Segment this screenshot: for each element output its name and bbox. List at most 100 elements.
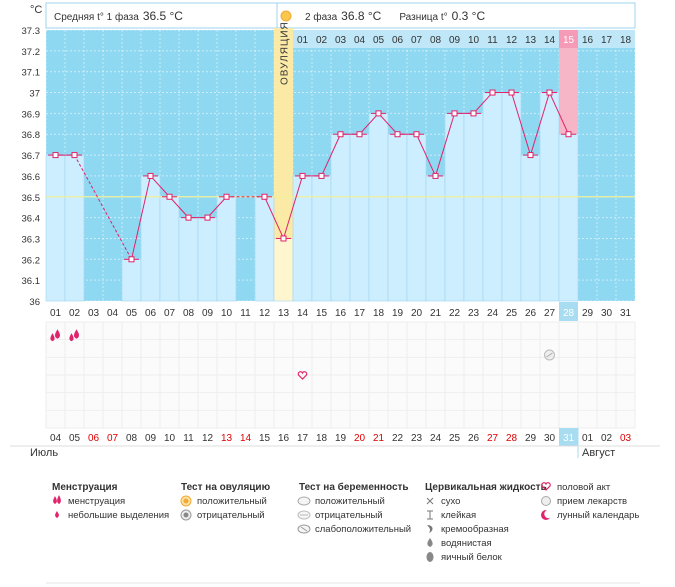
phase2-day-label: 07 — [411, 35, 423, 46]
line-segment — [321, 134, 341, 177]
temperature-bar — [368, 113, 389, 302]
x-tick-label: 12 — [259, 308, 271, 319]
temperature-bar — [520, 154, 541, 302]
temperature-bar — [197, 217, 218, 302]
x-tick-label: 25 — [506, 308, 518, 319]
legend-label: положительный — [315, 496, 385, 507]
temperature-point[interactable] — [52, 152, 59, 159]
line-segment — [549, 92, 569, 135]
date-label: 16 — [278, 433, 290, 444]
date-label: 24 — [430, 433, 442, 444]
temperature-point[interactable] — [546, 89, 553, 96]
temperature-point[interactable] — [394, 131, 401, 138]
temperature-point[interactable] — [318, 172, 325, 179]
legend-title: Тест на овуляцию — [181, 482, 271, 493]
temperature-point[interactable] — [375, 110, 382, 117]
date-label: 01 — [582, 433, 594, 444]
legend-title: Цервикальная жидкость — [425, 482, 547, 493]
x-tick-label: 01 — [50, 308, 62, 319]
date-label: 06 — [88, 433, 100, 444]
temperature-point[interactable] — [185, 214, 192, 221]
temperature-bar — [463, 113, 484, 302]
x-tick-label: 20 — [411, 308, 423, 319]
legend-label: кремообразная — [441, 524, 509, 535]
temperature-point[interactable] — [71, 152, 78, 159]
x-tick-label: 04 — [107, 308, 119, 319]
temperature-bar — [292, 175, 313, 302]
temperature-point[interactable] — [451, 110, 458, 117]
date-label: 02 — [601, 433, 613, 444]
line — [300, 526, 308, 532]
phase2-day-label: 02 — [316, 35, 328, 46]
x-tick-label: 13 — [278, 308, 290, 319]
temperature-point[interactable] — [128, 256, 135, 263]
legend-title: Менструация — [52, 482, 118, 493]
phase2-day-label: 14 — [544, 35, 556, 46]
temperature-point[interactable] — [147, 172, 154, 179]
temperature-point[interactable] — [261, 193, 268, 200]
negative-pregnancy-icon — [297, 510, 311, 520]
phase2-day-label: 04 — [354, 35, 366, 46]
date-label: 26 — [468, 433, 480, 444]
temperature-bar — [216, 196, 237, 302]
phase2-day-label: 13 — [525, 35, 537, 46]
temperature-point[interactable] — [299, 172, 306, 179]
temperature-point[interactable] — [565, 131, 572, 138]
phase2-day-label: 08 — [430, 35, 442, 46]
current-day-cell — [559, 302, 578, 321]
phase1-box — [45, 2, 278, 29]
temperature-point[interactable] — [223, 193, 230, 200]
y-tick-label: 36 — [29, 297, 40, 308]
phase2-current-cell — [559, 30, 578, 48]
temperature-bar — [45, 154, 66, 302]
date-label: 20 — [354, 433, 366, 444]
line-segment — [378, 113, 398, 135]
temperature-bar — [159, 196, 180, 302]
shape — [426, 552, 434, 562]
phase2-days-row — [293, 30, 635, 48]
temperature-point[interactable] — [470, 110, 477, 117]
dot — [183, 512, 189, 518]
temperature-point[interactable] — [489, 89, 496, 96]
phase2-day-label: 17 — [601, 35, 613, 46]
temperature-point[interactable] — [166, 193, 173, 200]
temperature-point[interactable] — [337, 131, 344, 138]
temperature-point[interactable] — [280, 235, 287, 242]
menstruation-drop-a-shape — [69, 333, 74, 342]
date-label: 30 — [544, 433, 556, 444]
temperature-bar — [273, 238, 294, 302]
date-label: 13 — [221, 433, 233, 444]
date-label: 04 — [50, 433, 62, 444]
temperature-point[interactable] — [413, 131, 420, 138]
moon-cut — [544, 509, 553, 519]
current-date-cell — [559, 428, 578, 446]
phase2-day-label: 12 — [506, 35, 518, 46]
y-tick-label: 36.7 — [22, 151, 41, 162]
temperature-point[interactable] — [527, 152, 534, 159]
date-label: 05 — [69, 433, 81, 444]
temperature-point[interactable] — [356, 131, 363, 138]
temperature-point[interactable] — [432, 172, 439, 179]
x-tick-label: 03 — [88, 308, 100, 319]
y-tick-label: 37.2 — [22, 47, 41, 58]
positive-ovulation-icon — [180, 495, 192, 507]
legend-label: прием лекарств — [557, 496, 627, 507]
legend-label: отрицательный — [315, 510, 383, 521]
temperature-point[interactable] — [204, 214, 211, 221]
y-tick-label: 36.1 — [22, 276, 41, 287]
phase2-text: 2 фаза 36.8 °C Разница t° 0.3 °C — [305, 9, 485, 23]
legend-label: сухо — [441, 496, 460, 507]
temperature-point[interactable] — [508, 89, 515, 96]
x-tick-label: 11 — [240, 308, 251, 319]
date-label: 21 — [373, 433, 385, 444]
line-segment — [511, 92, 531, 156]
temperature-bar — [425, 175, 446, 302]
phase2-day-label: 16 — [582, 35, 594, 46]
legend-label: яичный белок — [441, 552, 503, 563]
date-label: 12 — [202, 433, 214, 444]
y-tick-label: 37.3 — [22, 26, 41, 37]
line-segment — [131, 175, 151, 260]
legend-title: Тест на беременность — [299, 481, 409, 493]
legend: Менструация менструация небольшие выделени… — [52, 481, 639, 563]
